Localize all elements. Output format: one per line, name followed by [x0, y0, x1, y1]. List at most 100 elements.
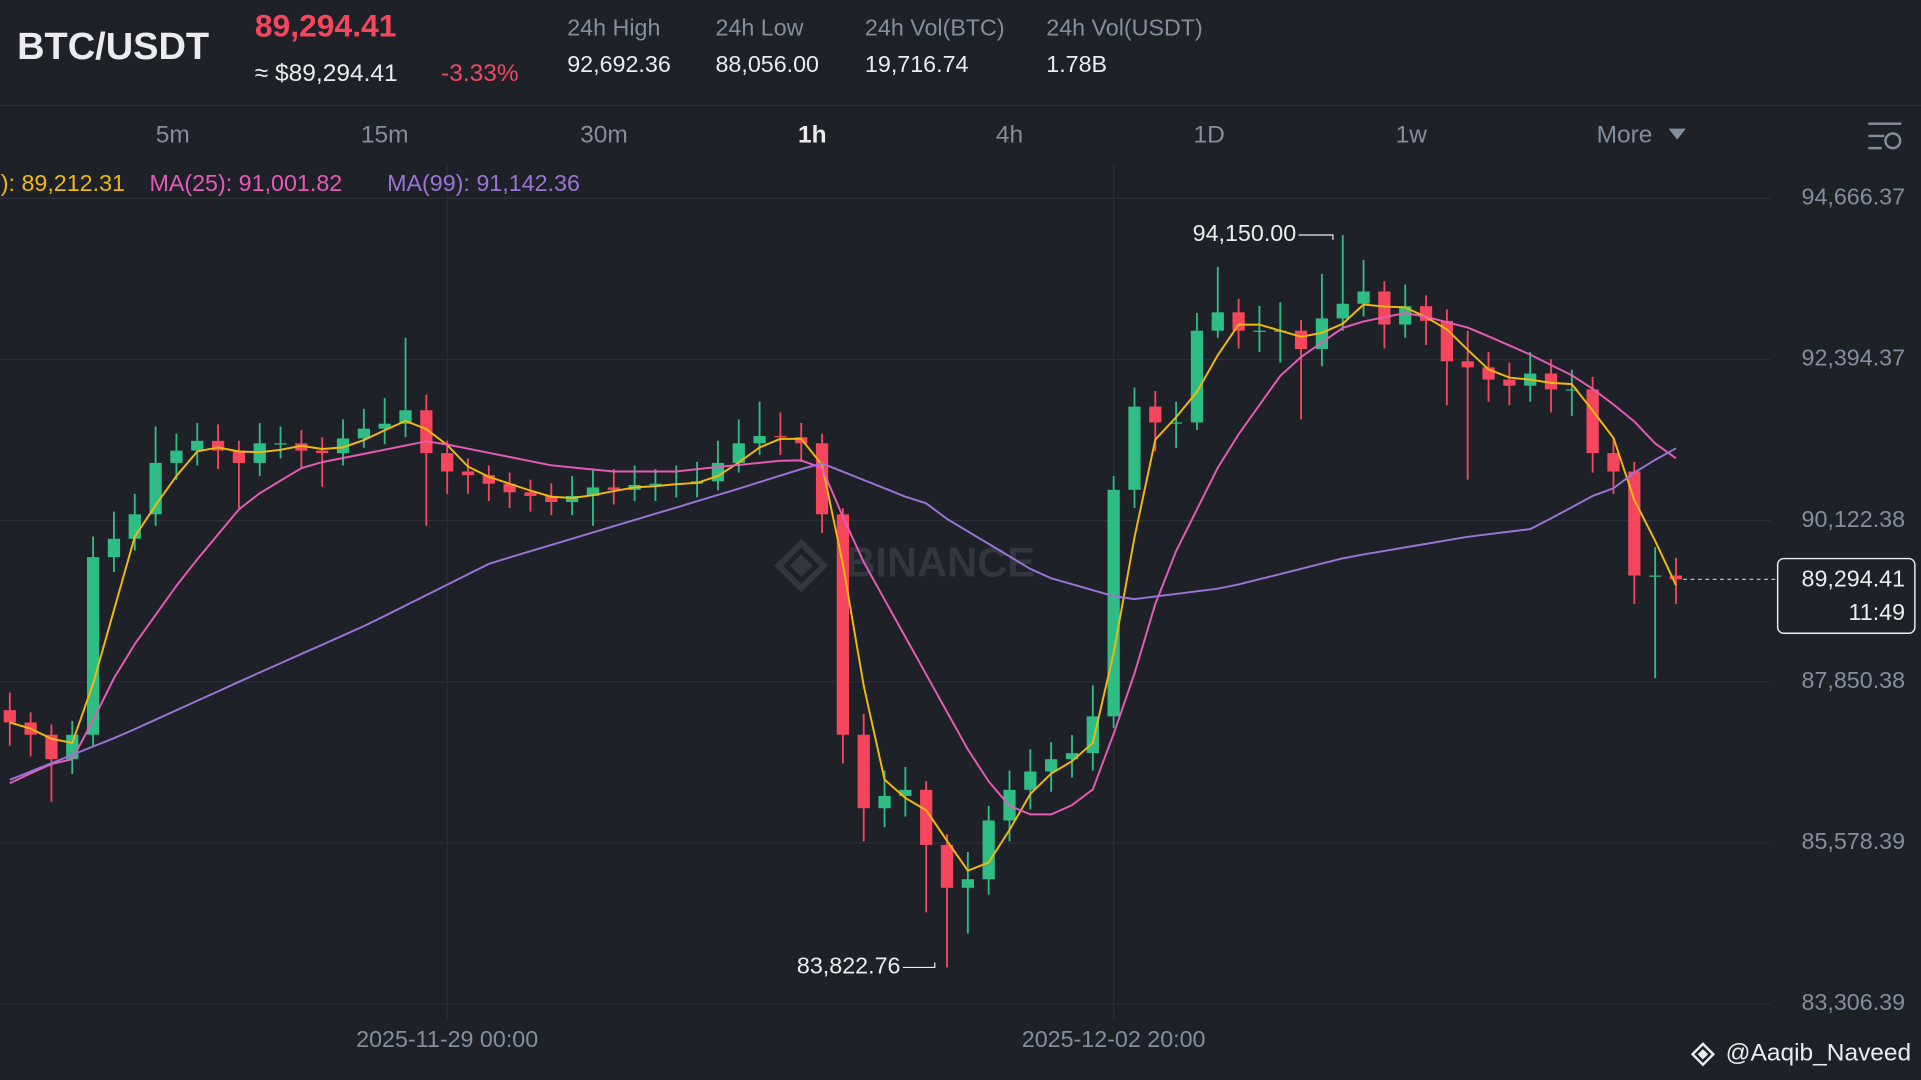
- y-tick-label: 94,666.37: [1802, 184, 1906, 210]
- usd-price: ≈ $89,294.41: [255, 60, 398, 87]
- candle-body: [607, 487, 620, 490]
- candle-body: [482, 475, 495, 484]
- candle-body: [1065, 753, 1079, 760]
- candle-body: [1440, 320, 1454, 362]
- ma-line: [9, 312, 1677, 816]
- candle-body: [1628, 471, 1641, 576]
- countdown: 11:49: [1849, 599, 1906, 625]
- y-tick-label: 87,850.38: [1802, 667, 1906, 693]
- candle-body: [586, 487, 600, 496]
- interval-tab[interactable]: 30m: [580, 121, 628, 148]
- candle-body: [1211, 312, 1224, 331]
- credit-text: @Aaqib_Naveed: [1726, 1040, 1912, 1067]
- candle-body: [399, 410, 412, 424]
- candle-body: [1378, 291, 1391, 325]
- candle-body: [899, 789, 912, 796]
- candle-body: [961, 879, 974, 888]
- stat-label: 24h Vol(BTC): [865, 15, 1005, 41]
- y-tick-label: 90,122.38: [1802, 506, 1906, 532]
- candle-body: [1503, 379, 1516, 386]
- candle-body: [357, 428, 370, 439]
- candle-body: [1649, 575, 1662, 577]
- symbol: BTC/USDT: [17, 26, 209, 68]
- candle-body: [316, 450, 329, 454]
- candle-body: [503, 483, 516, 493]
- high-label: 94,150.00: [1193, 220, 1297, 246]
- stat-value: 88,056.00: [715, 51, 819, 77]
- interval-tab[interactable]: 15m: [361, 121, 409, 148]
- watermark: BINANCE: [774, 539, 1035, 593]
- candle-body: [274, 443, 287, 445]
- last-price: 89,294.41: [255, 8, 397, 44]
- candle-body: [753, 436, 766, 444]
- ma-legend: MA(7): 89,212.31: [0, 170, 125, 196]
- credit: @Aaqib_Naveed: [1690, 1040, 1912, 1067]
- interval-tab[interactable]: More: [1597, 121, 1653, 148]
- candle-body: [170, 450, 183, 463]
- candle-body: [920, 789, 933, 845]
- ma-line: [9, 303, 1677, 872]
- candle-body: [1149, 406, 1162, 423]
- plot: [0, 165, 1771, 1019]
- candle-body: [1336, 303, 1349, 319]
- ma-legend: MA(99): 91,142.36: [387, 170, 580, 196]
- candle-body: [1107, 489, 1120, 717]
- candle-body: [1399, 306, 1412, 325]
- settings-icon[interactable]: [1868, 122, 1902, 150]
- candle-body: [191, 440, 204, 451]
- low-marker: [902, 962, 936, 969]
- interval-tab[interactable]: 5m: [156, 121, 190, 148]
- candle-body: [1357, 291, 1370, 304]
- watermark-text: BINANCE: [845, 539, 1035, 586]
- y-tick-label: 92,394.37: [1802, 345, 1906, 371]
- interval-tab[interactable]: 1D: [1194, 121, 1225, 148]
- stat-label: 24h High: [567, 15, 660, 41]
- candle-body: [1669, 575, 1683, 580]
- candle-body: [1294, 330, 1308, 350]
- candle-body: [211, 440, 225, 451]
- candle-body: [940, 844, 954, 888]
- stat-value: 19,716.74: [865, 51, 969, 77]
- candle-body: [857, 734, 870, 809]
- interval-tab[interactable]: 1h: [798, 121, 827, 148]
- candle-body: [1461, 361, 1474, 368]
- ma-line: [9, 447, 1677, 781]
- candle-body: [107, 538, 121, 558]
- high-marker: [1298, 234, 1334, 240]
- candle-body: [86, 557, 100, 735]
- candle-body: [295, 443, 308, 451]
- dropdown-arrow[interactable]: [1668, 128, 1686, 140]
- candle-body: [545, 495, 558, 503]
- ma-legend: MA(25): 91,001.82: [149, 170, 342, 196]
- candle-body: [232, 450, 246, 463]
- last-price-label: 89,294.41: [1802, 566, 1906, 592]
- candle-body: [336, 438, 350, 454]
- stat-label: 24h Low: [715, 15, 803, 41]
- candle-body: [45, 734, 58, 760]
- candle-body: [441, 453, 454, 472]
- candle-body: [566, 495, 579, 503]
- candle-body: [774, 436, 787, 438]
- y-tick-label: 85,578.39: [1802, 828, 1906, 854]
- candle-body: [1253, 330, 1266, 332]
- interval-tab[interactable]: 4h: [996, 121, 1023, 148]
- candle-body: [649, 483, 662, 485]
- candle-body: [3, 710, 16, 723]
- candle-body: [878, 795, 891, 809]
- candle-body: [1128, 406, 1141, 490]
- candle-body: [982, 820, 995, 880]
- candle-body: [378, 423, 391, 429]
- candle-body: [1607, 453, 1620, 472]
- interval-tab[interactable]: 1w: [1396, 121, 1428, 148]
- candle-body: [1024, 771, 1037, 790]
- candle-body: [1232, 312, 1245, 331]
- y-tick-label: 83,306.39: [1802, 989, 1906, 1015]
- candle-body: [461, 471, 475, 476]
- stat-label: 24h Vol(USDT): [1046, 15, 1202, 41]
- x-tick-label: 2025-12-02 20:00: [1022, 1026, 1206, 1052]
- low-label: 83,822.76: [797, 953, 901, 979]
- candle-body: [1045, 759, 1058, 772]
- last-price-box: [1776, 557, 1916, 634]
